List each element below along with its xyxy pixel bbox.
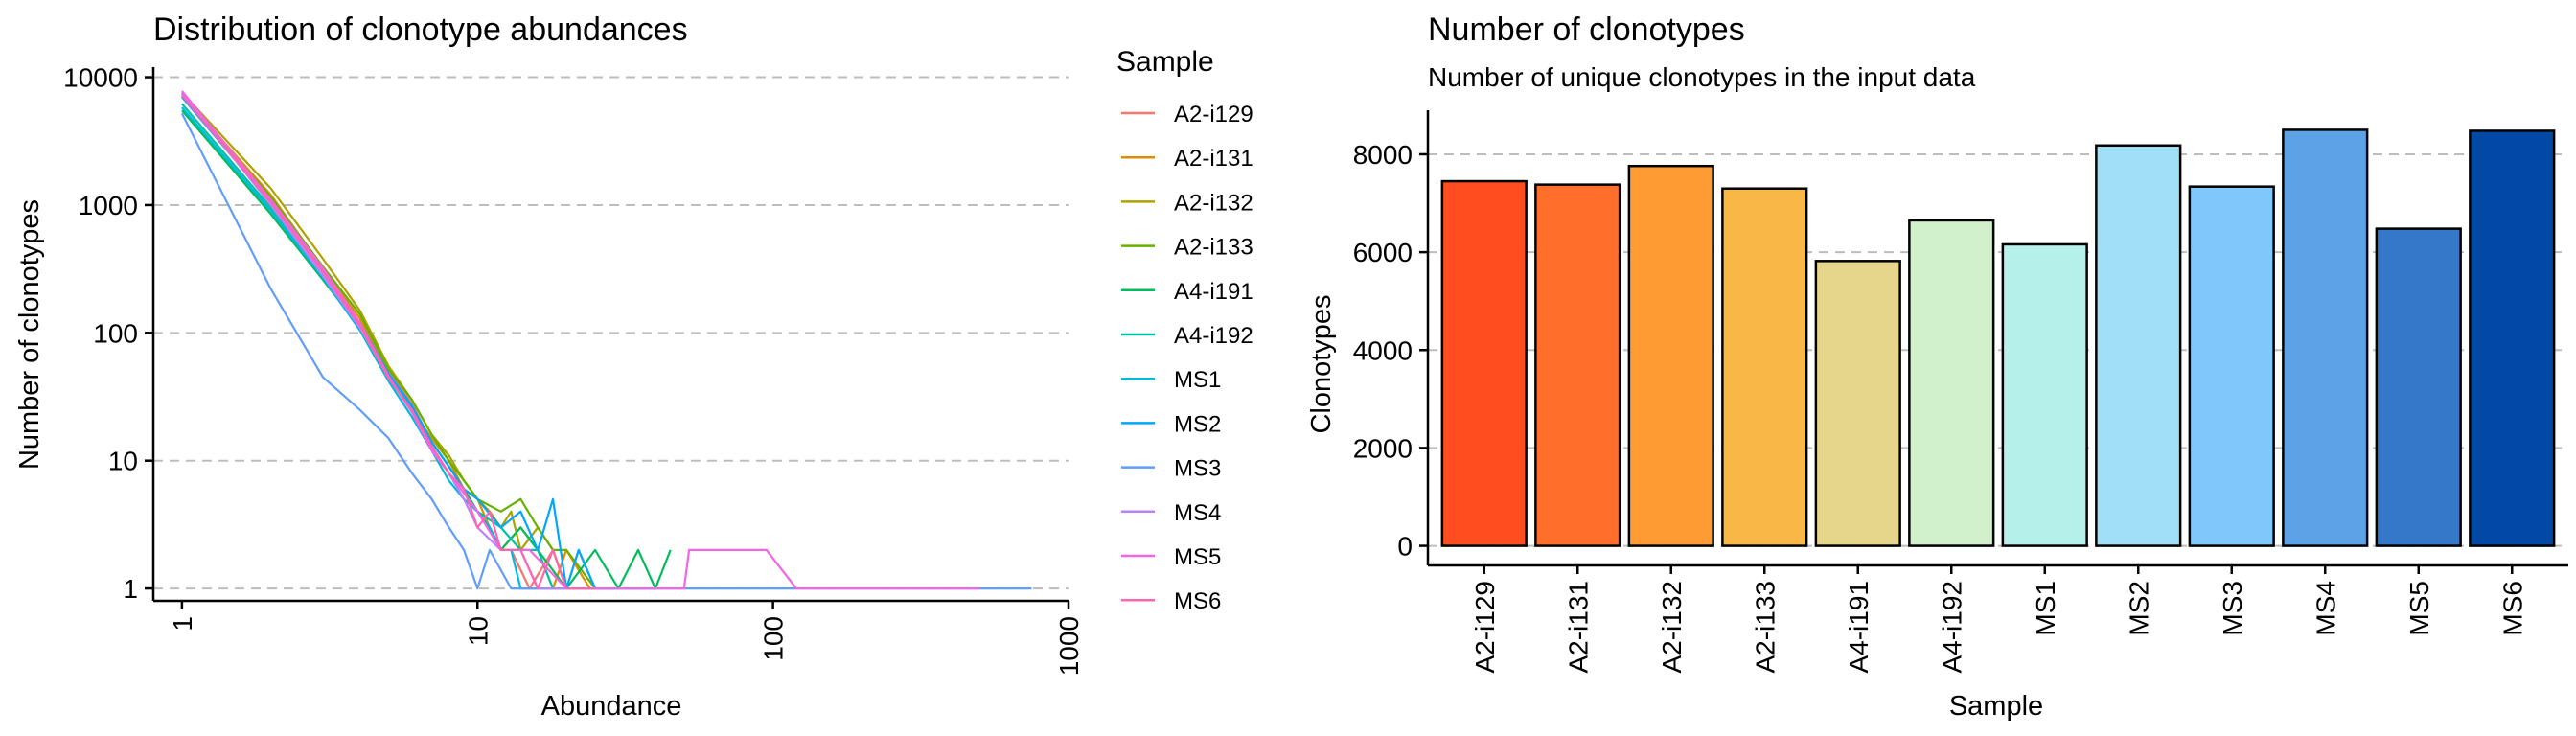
right-x-tick-label: MS3: [2218, 581, 2247, 636]
bar-a4-i192: [1908, 218, 1995, 547]
legend-label-ms2: MS2: [1174, 411, 1221, 437]
bar-ms5: [2375, 227, 2462, 547]
left-x-tick-label: 100: [759, 616, 789, 661]
series-line-a4-i192: [181, 103, 610, 590]
left-x-ticks: 1 10 100 1000: [168, 601, 1084, 676]
right-x-tick-label: MS1: [2031, 581, 2060, 636]
clonotype-count-panel: Number of clonotypes Number of unique cl…: [1306, 12, 2568, 722]
bar-ms2: [2095, 144, 2182, 547]
legend-label-a2-i131: A2-i131: [1174, 146, 1254, 172]
legend-label-ms6: MS6: [1174, 588, 1221, 614]
left-x-axis-label: Abundance: [541, 691, 682, 722]
right-x-tick-label: A2-i129: [1470, 581, 1500, 674]
left-y-tick-label: 10000: [63, 63, 138, 93]
left-x-tick-label: 10: [463, 616, 493, 646]
bar-ms6: [2469, 129, 2556, 547]
series-line-ms3: [180, 112, 1032, 590]
legend-label-ms1: MS1: [1174, 367, 1221, 393]
legend-title: Sample: [1116, 46, 1214, 78]
right-y-tick-label: 0: [1397, 532, 1413, 562]
right-y-tick-label: 2000: [1353, 433, 1413, 463]
series-line-ms5: [181, 90, 980, 590]
right-bars: [1440, 128, 2556, 547]
legend-label-ms5: MS5: [1174, 544, 1221, 570]
legend: Sample A2-i129 A2-i131 A2-i132 A2-i133 A4-i1…: [1116, 46, 1254, 614]
bar-a2-i133: [1721, 187, 1808, 547]
legend-label-a2-i129: A2-i129: [1174, 102, 1254, 127]
right-x-tick-label: A4-i192: [1937, 581, 1966, 674]
legend-label-ms3: MS3: [1174, 456, 1221, 482]
right-x-tick-label: A2-i131: [1563, 581, 1593, 674]
left-chart-title: Distribution of clonotype abundances: [153, 12, 688, 48]
right-x-tick-label: MS5: [2404, 581, 2434, 636]
bar-a2-i129: [1440, 179, 1528, 547]
right-y-tick-label: 4000: [1353, 335, 1413, 365]
legend-label-a4-i191: A4-i191: [1174, 279, 1254, 305]
legend-label-a2-i132: A2-i132: [1174, 190, 1254, 216]
legend-label-a4-i192: A4-i192: [1174, 323, 1254, 349]
abundance-distribution-panel: Distribution of clonotype abundances 1 10…: [14, 12, 1254, 722]
bar-ms4: [2282, 128, 2369, 547]
bar-a4-i191: [1814, 260, 1901, 547]
right-chart-title: Number of clonotypes: [1428, 12, 1745, 48]
series-line-ms2: [181, 96, 656, 590]
left-y-tick-label: 1: [123, 574, 138, 604]
bar-ms3: [2188, 185, 2275, 547]
left-series-lines: [180, 90, 1032, 590]
right-x-tick-label: MS6: [2497, 581, 2527, 636]
series-line-ms6: [181, 94, 595, 590]
right-x-tick-label: A2-i133: [1750, 581, 1780, 674]
bar-ms1: [2001, 242, 2088, 547]
left-gridlines: [153, 76, 1069, 590]
right-y-ticks: 0 2000 4000 6000 8000: [1353, 140, 1428, 562]
right-x-ticks: A2-i129 A2-i131 A2-i132 A2-i133 A4-i191 A4-i1…: [1470, 565, 2527, 674]
right-y-axis-label: Clonotypes: [1306, 294, 1337, 433]
legend-items: A2-i129 A2-i131 A2-i132 A2-i133 A4-i191 A4-i1…: [1121, 102, 1254, 614]
legend-label-ms4: MS4: [1174, 500, 1221, 526]
left-x-tick-label: 1: [168, 616, 197, 632]
right-x-tick-label: A2-i132: [1657, 581, 1687, 674]
left-y-axis-label: Number of clonotypes: [14, 199, 45, 470]
bar-a2-i131: [1534, 183, 1622, 547]
legend-label-a2-i133: A2-i133: [1174, 235, 1254, 261]
right-y-tick-label: 8000: [1353, 140, 1413, 170]
right-x-tick-label: MS4: [2311, 581, 2340, 636]
right-chart-subtitle: Number of unique clonotypes in the input…: [1428, 62, 1976, 92]
right-x-tick-label: A4-i191: [1844, 581, 1874, 674]
left-y-tick-label: 10: [108, 447, 138, 476]
right-y-tick-label: 6000: [1353, 238, 1413, 267]
series-line-a2-i133: [181, 96, 619, 590]
left-y-tick-label: 1000: [79, 191, 138, 220]
left-y-ticks: 1 10 100 1000 10000: [63, 63, 153, 604]
left-y-tick-label: 100: [93, 318, 138, 348]
right-x-tick-label: MS2: [2124, 581, 2153, 636]
left-x-tick-label: 1000: [1054, 616, 1084, 676]
right-x-axis-label: Sample: [1949, 691, 2043, 722]
series-line-ms1: [181, 106, 553, 590]
bar-a2-i132: [1627, 164, 1714, 547]
